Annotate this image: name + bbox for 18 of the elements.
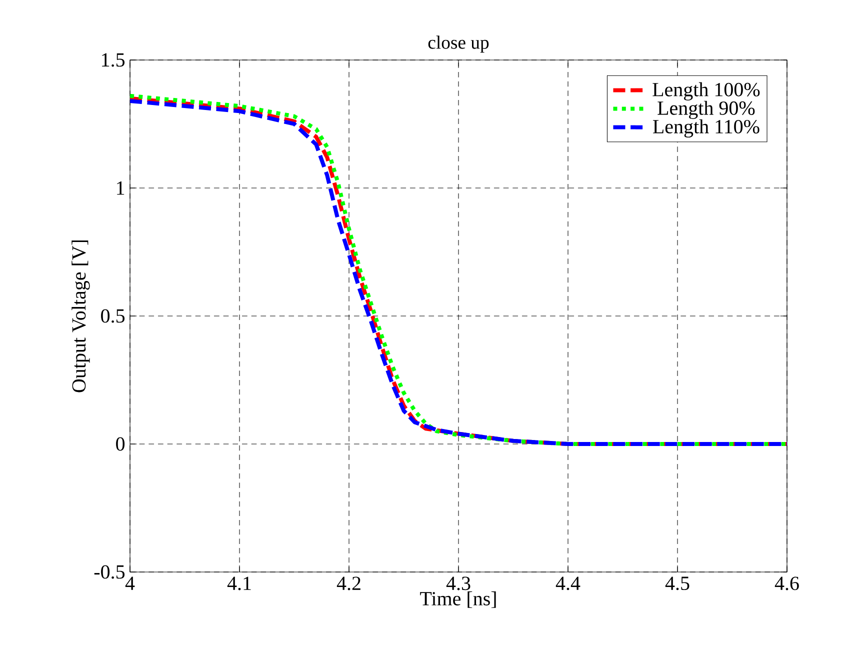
y-tick-label: -0.5	[94, 565, 125, 579]
y-tick-label: 0.5	[101, 309, 125, 323]
legend-label: Length 90%	[658, 100, 755, 120]
x-tick-label: 4.6	[774, 576, 799, 590]
x-axis-title: Time [ns]	[420, 591, 496, 608]
legend-label: Length 110%	[653, 119, 760, 138]
x-tick-label: 4.4	[556, 576, 580, 590]
y-tick-label: 1	[117, 181, 124, 195]
y-axis-title: Output Voltage [V]	[72, 240, 90, 392]
x-tick-label: 4.1	[227, 576, 251, 590]
legend-label: Length 100%	[652, 82, 760, 100]
x-tick-label: 4	[125, 576, 135, 590]
chart-title: close up	[428, 36, 489, 53]
y-tick-label: 0	[116, 437, 125, 451]
x-tick-label: 4.2	[336, 576, 360, 590]
x-tick-label: 4.5	[665, 576, 690, 590]
x-tick-label: 4.3	[446, 576, 470, 590]
y-tick-label: 1.5	[102, 53, 125, 67]
